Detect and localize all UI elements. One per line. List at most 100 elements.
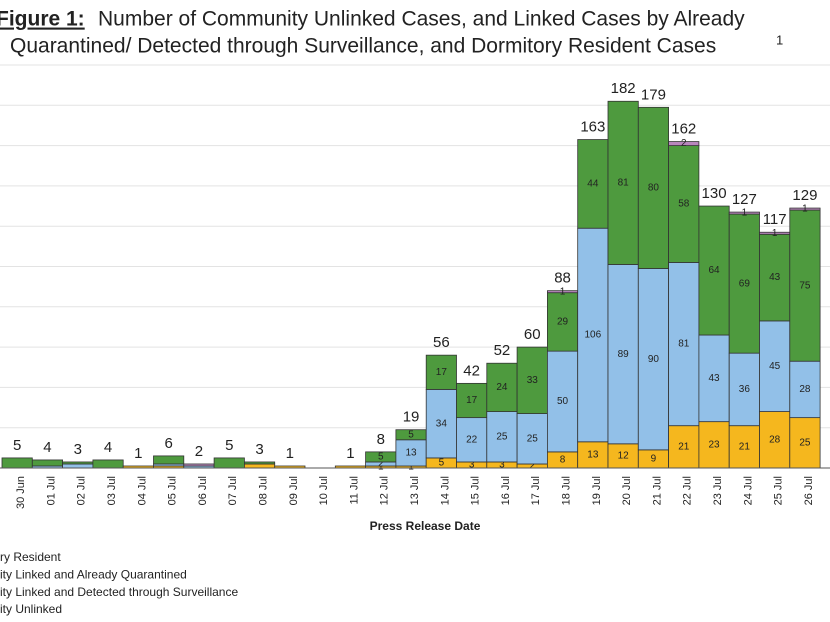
bar-segment (637, 268, 669, 451)
x-tick-label: 14 Jul (439, 476, 451, 505)
segment-label: 3 (469, 460, 475, 471)
total-label: 130 (702, 185, 727, 202)
segment-label: 28 (799, 384, 811, 395)
segment-label: 106 (585, 330, 602, 341)
total-label: 117 (763, 211, 787, 228)
bar-segment (425, 354, 457, 390)
x-tick: 04 Jul (136, 476, 148, 505)
bar-segment (607, 100, 639, 265)
x-tick-label: 12 Jul (379, 476, 391, 505)
x-tick: 19 Jul (591, 476, 603, 505)
x-tick-label: 02 Jul (76, 476, 88, 505)
legend-label: ry Resident (0, 550, 61, 564)
segment-label: 21 (678, 441, 690, 452)
bar-segment (1, 457, 33, 469)
bar-segment (577, 139, 609, 229)
x-tick: 16 Jul (500, 476, 512, 505)
x-tick-label: 06 Jul (197, 476, 209, 505)
segment-label: 69 (739, 278, 751, 289)
total-label: 88 (554, 270, 571, 287)
x-tick: 05 Jul (167, 476, 179, 505)
chart-title: Quarantined/ Detected through Surveillan… (10, 35, 716, 58)
total-label: 5 (225, 437, 233, 454)
x-tick: 17 Jul (530, 476, 542, 505)
bar-segment (31, 459, 63, 467)
x-tick: 11 Jul (348, 476, 360, 505)
segment-label: 2 (378, 459, 384, 470)
x-tick: 09 Jul (288, 476, 300, 505)
segment-label: 33 (527, 375, 539, 386)
x-tick: 02 Jul (76, 476, 88, 505)
segment-label: 22 (466, 434, 478, 445)
segment-label: 80 (648, 183, 660, 194)
total-label: 4 (43, 439, 51, 456)
segment-label: 17 (436, 367, 448, 378)
x-axis-label: Press Release Date (370, 519, 481, 533)
segment-label: 1 (742, 208, 748, 219)
segment-label: 89 (618, 349, 630, 360)
x-tick-label: 01 Jul (45, 476, 57, 505)
x-tick: 15 Jul (470, 476, 482, 505)
segment-label: 5 (408, 429, 414, 440)
x-tick: 24 Jul (742, 476, 754, 505)
bar-segment (456, 382, 488, 419)
segment-label: 25 (799, 437, 811, 448)
bar-segment (183, 463, 215, 467)
segment-label: 1 (802, 204, 808, 215)
x-tick: 10 Jul (318, 476, 330, 505)
x-tick-label: 19 Jul (591, 476, 603, 505)
segment-label: 1 (378, 462, 384, 473)
segment-label: 2 (681, 138, 687, 149)
x-tick-label: 18 Jul (560, 476, 572, 505)
chart-title: Number of Community Unlinked Cases, and … (98, 8, 745, 31)
segment-label: 25 (496, 431, 508, 442)
x-tick-label: 15 Jul (470, 476, 482, 505)
bar-segment (547, 292, 579, 352)
segment-label: 8 (560, 455, 566, 466)
segment-label: 3 (499, 460, 505, 471)
total-label: 6 (164, 435, 172, 452)
bar-segment (153, 455, 185, 465)
x-tick: 14 Jul (439, 476, 451, 505)
bar-segment (607, 264, 639, 445)
x-tick: 26 Jul (803, 476, 815, 505)
segment-label: 50 (557, 396, 569, 407)
bar-segment (516, 346, 548, 414)
total-label: 60 (524, 326, 541, 343)
segment-label: 81 (618, 178, 630, 189)
segment-label: 2 (529, 461, 535, 472)
total-label: 163 (580, 119, 605, 136)
segment-label: 12 (618, 451, 630, 462)
x-tick: 21 Jul (651, 476, 663, 505)
footnote-marker: 1 (776, 32, 783, 47)
x-tick: 20 Jul (621, 476, 633, 505)
total-label: 162 (671, 121, 696, 138)
bar-segment (668, 141, 700, 147)
total-label: 19 (403, 409, 420, 426)
total-label: 8 (377, 431, 385, 448)
bar-segment (577, 227, 609, 443)
x-tick: 18 Jul (560, 476, 572, 505)
segment-label: 45 (769, 361, 781, 372)
bar-segment (486, 362, 518, 412)
segment-label: 36 (739, 384, 751, 395)
legend-label: ity Unlinked (0, 602, 62, 616)
total-label: 3 (255, 441, 263, 458)
segment-label: 25 (527, 433, 539, 444)
segment-label: 9 (651, 454, 657, 465)
x-tick-label: 08 Jul (257, 476, 269, 505)
segment-label: 24 (496, 382, 508, 393)
segment-label: 13 (587, 450, 599, 461)
x-tick-label: 30 Jun (15, 476, 27, 509)
x-tick: 23 Jul (712, 476, 724, 505)
total-label: 179 (641, 86, 666, 103)
segment-label: 44 (587, 179, 599, 190)
total-label: 1 (346, 445, 354, 462)
bar-segment (395, 439, 427, 467)
x-tick: 30 Jun (15, 476, 27, 509)
x-tick-label: 22 Jul (682, 476, 694, 505)
segment-label: 23 (708, 439, 720, 450)
bar-segment (243, 463, 276, 469)
x-tick: 03 Jul (106, 476, 118, 505)
